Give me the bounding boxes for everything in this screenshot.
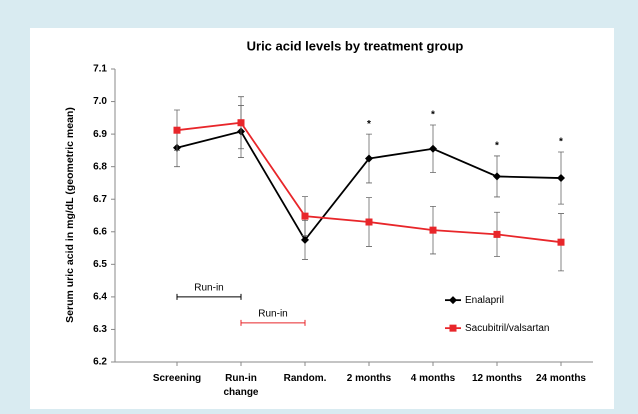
y-tick-label: 6.7 [93, 194, 107, 205]
significance-mark: * [367, 119, 371, 130]
x-tick-label: 24 months [535, 373, 586, 384]
run-in-label: Run-in [258, 309, 287, 320]
chart-title: Uric acid levels by treatment group [247, 38, 464, 53]
x-tick-label: Random. [283, 373, 327, 384]
y-tick-label: 6.8 [93, 161, 107, 172]
y-tick-label: 6.6 [93, 226, 107, 237]
y-tick-label: 6.3 [93, 324, 107, 335]
marker [365, 218, 373, 226]
marker [301, 235, 309, 244]
marker [493, 230, 501, 238]
run-in-bar [240, 319, 306, 326]
marker [429, 144, 437, 153]
marker [237, 119, 245, 127]
x-tick-label: Run-in change [223, 373, 259, 398]
legend-marker [449, 296, 457, 305]
marker [557, 238, 565, 246]
legend-marker [449, 324, 457, 332]
y-tick-label: 6.5 [93, 259, 107, 270]
marker [557, 174, 565, 183]
x-tick-label: 12 months [471, 373, 522, 384]
y-tick-label: 7.1 [93, 64, 107, 75]
x-tick-label: 2 months [346, 373, 392, 384]
x-tick-label: 4 months [410, 373, 456, 384]
significance-mark: * [559, 137, 563, 148]
x-tick-label: Screening [152, 373, 202, 384]
significance-mark: * [495, 141, 499, 152]
legend-label: Sacubitril/valsartan [465, 323, 549, 334]
marker [493, 172, 501, 181]
marker [173, 126, 181, 134]
significance-mark: * [431, 110, 435, 121]
marker [365, 154, 373, 163]
run-in-bar [176, 293, 242, 300]
marker [429, 226, 437, 234]
y-axis-label: Serum uric acid in mg/dL (geometric mean… [64, 107, 76, 323]
run-in-label: Run-in [194, 283, 223, 294]
y-tick-label: 6.9 [93, 129, 107, 140]
legend-label: Enalapril [465, 295, 504, 306]
y-tick-label: 6.4 [93, 292, 107, 303]
y-tick-label: 7.0 [93, 96, 107, 107]
marker [301, 212, 309, 220]
y-tick-label: 6.2 [93, 357, 107, 368]
